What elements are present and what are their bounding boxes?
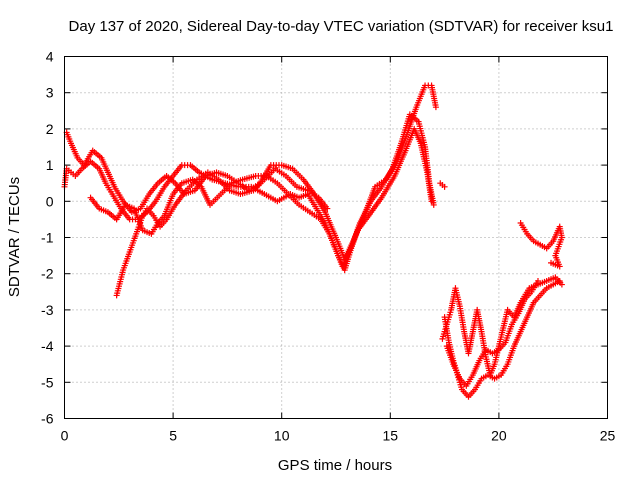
x-tick-labels: 0 5 10 15 20 25 — [61, 428, 616, 444]
y-tick-label: -6 — [41, 411, 54, 427]
y-tick-label: 0 — [46, 193, 54, 209]
y-tick-label: 4 — [46, 49, 54, 65]
y-axis-label: SDTVAR / TECUs — [6, 177, 23, 297]
x-axis-label: GPS time / hours — [278, 457, 392, 474]
y-tick-label: -3 — [41, 302, 54, 318]
data-point — [534, 277, 541, 284]
x-tick-label: 0 — [61, 428, 69, 444]
series-8 — [443, 277, 541, 389]
series-9 — [517, 220, 565, 270]
y-tick-label: 1 — [46, 157, 54, 173]
x-tick-label: 15 — [383, 428, 399, 444]
data-points — [61, 82, 565, 400]
y-tick-label: -4 — [41, 338, 54, 354]
x-tick-label: 20 — [491, 428, 507, 444]
data-point — [432, 104, 439, 111]
series-5 — [437, 180, 448, 190]
y-tick-labels: -6 -5 -4 -3 -2 -1 0 1 2 3 4 — [41, 49, 54, 427]
data-point — [441, 183, 448, 190]
series-1 — [61, 125, 435, 270]
axis-ticks — [64, 56, 608, 419]
y-tick-label: -1 — [41, 230, 54, 246]
data-point — [430, 201, 437, 208]
chart-title: Day 137 of 2020, Sidereal Day-to-day VTE… — [69, 18, 614, 35]
data-point — [558, 281, 565, 288]
series-3 — [87, 111, 437, 274]
data-point — [548, 259, 555, 266]
data-point — [324, 205, 331, 212]
series-4 — [113, 165, 331, 299]
data-point — [556, 277, 563, 284]
x-tick-label: 10 — [274, 428, 290, 444]
x-tick-label: 5 — [169, 428, 177, 444]
y-tick-label: 2 — [46, 121, 54, 137]
y-tick-label: 3 — [46, 85, 54, 101]
y-tick-label: -5 — [41, 374, 54, 390]
x-tick-label: 25 — [600, 428, 616, 444]
y-tick-label: -2 — [41, 266, 54, 282]
series-2 — [63, 82, 439, 263]
